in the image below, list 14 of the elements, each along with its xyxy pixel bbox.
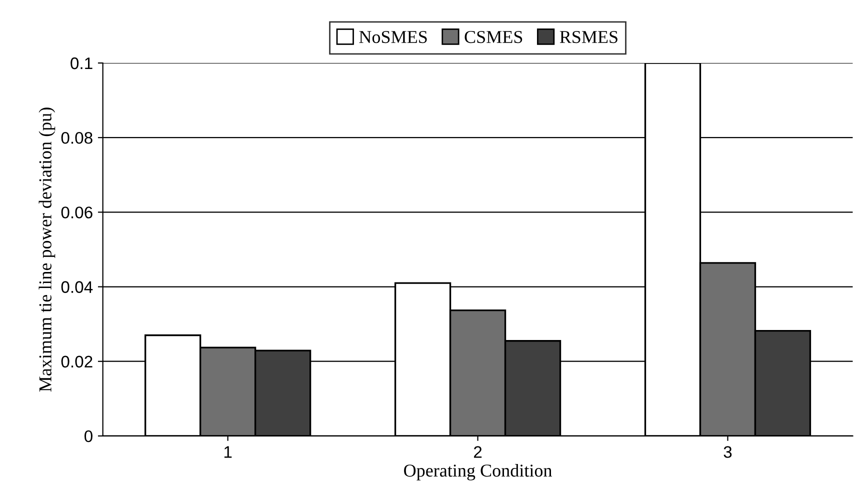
legend-label: CSMES xyxy=(464,30,522,44)
x-tick-label: 1 xyxy=(224,446,232,458)
legend-label: NoSMES xyxy=(359,30,427,44)
legend-label: RSMES xyxy=(560,30,618,44)
x-axis-title: Operating Condition xyxy=(404,464,552,480)
y-tick-label: 0 xyxy=(84,430,92,442)
x-tick-label: 2 xyxy=(474,446,482,458)
y-axis-title: Maximum tie line power deviation (pu) xyxy=(38,108,56,392)
y-tick-label: 0.04 xyxy=(61,281,93,293)
y-tick-label: 0.06 xyxy=(61,206,92,218)
y-tick-label: 0.08 xyxy=(61,132,92,144)
x-tick-label: 3 xyxy=(724,446,732,458)
y-tick-label: 0.02 xyxy=(61,356,92,368)
y-tick-label: 0.1 xyxy=(70,57,92,70)
